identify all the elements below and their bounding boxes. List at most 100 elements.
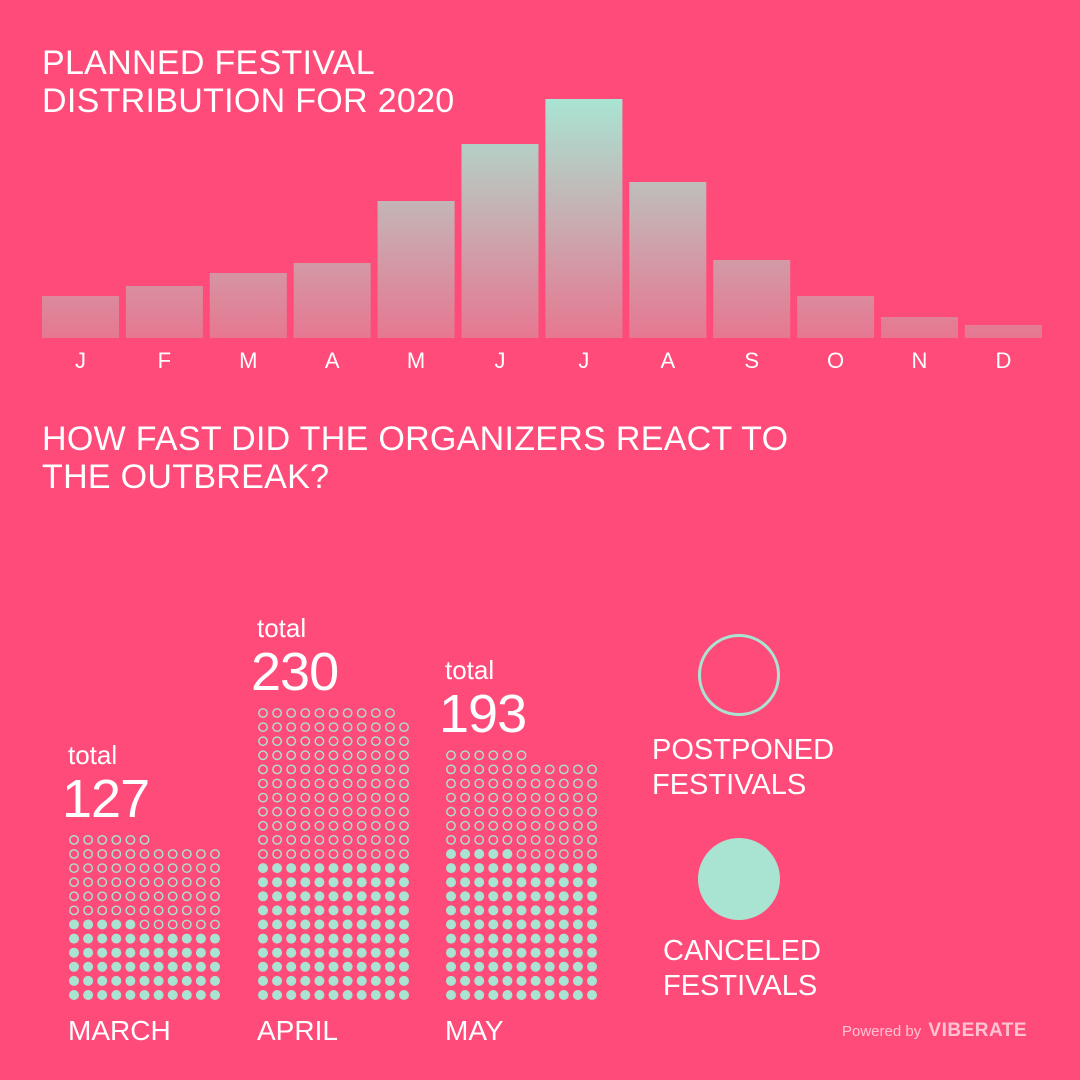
canceled-festival-dot [587, 933, 597, 944]
canceled-festival-dot [97, 919, 108, 930]
canceled-festival-dot [544, 975, 555, 986]
canceled-festival-dot [460, 947, 471, 958]
canceled-festival-dot [300, 919, 311, 930]
canceled-festival-dot [125, 947, 136, 958]
postponed-festival-dot [356, 736, 367, 747]
postponed-festival-dot [69, 905, 79, 916]
postponed-festival-dot [460, 835, 471, 845]
postponed-festival-dot [399, 736, 409, 747]
postponed-festival-dot [558, 835, 569, 845]
postponed-festival-dot [195, 849, 206, 859]
histogram-month-label: N [912, 348, 928, 373]
canceled-festival-dot [399, 905, 409, 916]
canceled-festival-dot [399, 919, 409, 930]
canceled-festival-dot [587, 990, 597, 1000]
legend-line: POSTPONED [652, 734, 835, 766]
postponed-festival-dot [195, 905, 206, 916]
canceled-festival-dot [399, 947, 409, 958]
postponed-festival-dot [356, 722, 367, 733]
postponed-festival-dot [272, 750, 283, 761]
postponed-festival-dot [342, 778, 353, 789]
postponed-festival-dot [516, 792, 527, 803]
canceled-festival-dot [530, 905, 541, 916]
canceled-festival-dot [530, 975, 541, 986]
canceled-festival-dot [69, 919, 79, 930]
canceled-festival-dot [125, 919, 136, 930]
canceled-festival-dot [370, 877, 381, 888]
postponed-festival-dot [446, 764, 456, 775]
canceled-festival-dot [272, 990, 283, 1000]
histogram-month-label: S [744, 348, 759, 373]
postponed-festival-dot [384, 792, 395, 803]
canceled-festival-dot [210, 933, 220, 944]
postponed-festival-dot [502, 778, 513, 789]
postponed-festival-dot [210, 891, 220, 902]
postponed-legend-label: POSTPONED FESTIVALS [652, 733, 872, 803]
postponed-festival-dot [460, 750, 471, 761]
postponed-festival-dot [139, 905, 150, 916]
canceled-festival-dot [139, 947, 150, 958]
postponed-festival-dot [111, 905, 122, 916]
postponed-festival-dot [356, 792, 367, 803]
canceled-festival-dot [167, 947, 178, 958]
postponed-festival-dot [530, 820, 541, 831]
postponed-festival-dot [139, 919, 150, 930]
canceled-festival-dot [474, 919, 485, 930]
postponed-festival-dot [83, 863, 94, 873]
postponed-festival-dot [370, 849, 381, 859]
dot-grid-april [258, 708, 409, 1000]
canceled-festival-dot [286, 961, 297, 972]
canceled-festival-dot [314, 891, 325, 902]
postponed-festival-dot [342, 820, 353, 831]
postponed-festival-dot [399, 849, 409, 859]
canceled-festival-dot [460, 891, 471, 902]
canceled-festival-dot [544, 863, 555, 874]
canceled-festival-dot [356, 975, 367, 986]
histogram-month-label: O [827, 348, 844, 373]
canceled-festival-dot [572, 919, 583, 930]
canceled-festival-dot [474, 947, 485, 958]
canceled-festival-dot [460, 933, 471, 944]
postponed-festival-dot [314, 764, 325, 775]
canceled-festival-dot [516, 891, 527, 902]
canceled-festival-dot [502, 863, 513, 874]
canceled-festival-dot [558, 891, 569, 902]
postponed-festival-dot [195, 919, 206, 930]
canceled-festival-dot [210, 947, 220, 958]
postponed-festival-dot [460, 820, 471, 831]
canceled-festival-dot [587, 905, 597, 916]
postponed-festival-dot [356, 820, 367, 831]
canceled-festival-dot [384, 961, 395, 972]
canceled-festival-dot [488, 961, 499, 972]
canceled-festival-dot [474, 975, 485, 986]
postponed-festival-dot [328, 834, 339, 845]
postponed-festival-dot [356, 834, 367, 845]
canceled-festival-dot [342, 863, 353, 874]
postponed-festival-dot [446, 792, 456, 803]
postponed-festival-dot [314, 806, 325, 817]
canceled-festival-dot [314, 990, 325, 1000]
postponed-festival-dot [384, 820, 395, 831]
postponed-festival-dot [502, 764, 513, 775]
postponed-festival-dot [384, 708, 395, 718]
chart-title-distribution: PLANNED FESTIVAL DISTRIBUTION FOR 2020 [42, 44, 562, 120]
canceled-festival-dot [488, 990, 499, 1000]
postponed-festival-dot [446, 750, 456, 761]
postponed-festival-dot [286, 708, 297, 718]
postponed-festival-dot [474, 764, 485, 775]
postponed-festival-dot [167, 877, 178, 888]
title-line: THE OUTBREAK? [42, 458, 330, 496]
postponed-festival-dot [167, 891, 178, 902]
canceled-festival-dot [488, 919, 499, 930]
canceled-festival-dot [558, 947, 569, 958]
postponed-festival-dot [300, 736, 311, 747]
postponed-festival-dot [530, 806, 541, 817]
postponed-festival-dot [314, 708, 325, 718]
postponed-festival-dot [328, 778, 339, 789]
canceled-festival-dot [384, 919, 395, 930]
postponed-festival-dot [69, 877, 79, 888]
canceled-festival-dot [300, 863, 311, 874]
postponed-festival-dot [272, 708, 283, 718]
canceled-festival-dot [384, 891, 395, 902]
postponed-festival-dot [272, 834, 283, 845]
